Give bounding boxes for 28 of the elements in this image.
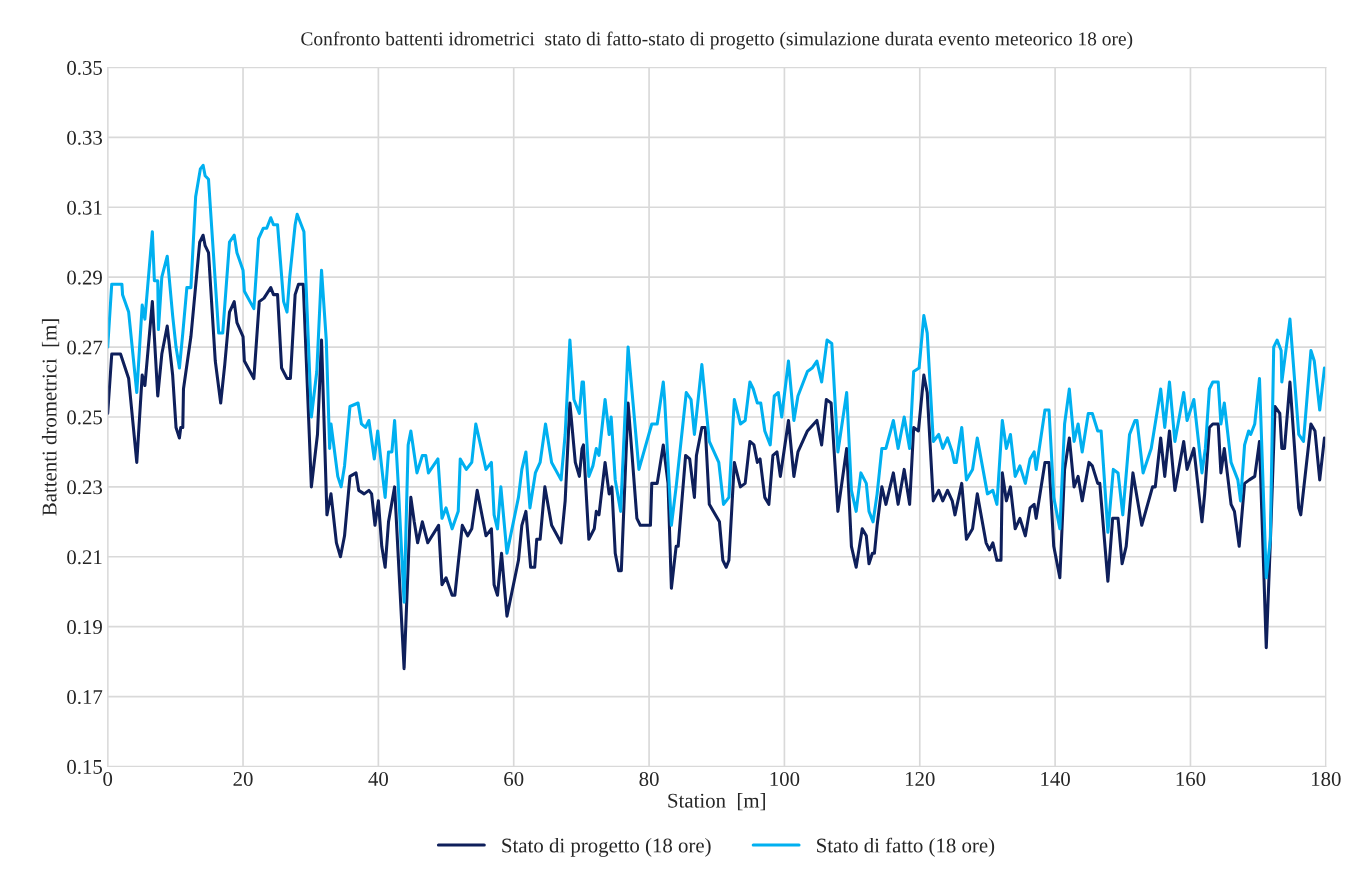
x-tick-label: 20 [233, 771, 253, 787]
x-tick-label: 40 [368, 771, 388, 787]
y-tick-label: 0.31 [67, 200, 102, 215]
x-axis-title: Station [m] [668, 793, 765, 811]
line-series [107, 233, 1326, 671]
chart-title: Confronto battenti idrometrici stato di fatto-stato di progetto (simulazione durata evento meteorico 18 ore) [301, 31, 1133, 50]
line-series [107, 163, 1326, 604]
x-tick-label: 160 [1176, 771, 1206, 787]
y-tick-label: 0.35 [67, 60, 103, 75]
y-tick-label: 0.25 [67, 410, 103, 425]
y-axis-title: Battenti drometrici [m] [41, 319, 60, 516]
x-tick-label: 180 [1312, 771, 1341, 787]
y-tick-label: 0.17 [67, 689, 103, 705]
legend-label: Stato di progetto (18 ore) [502, 837, 711, 857]
x-tick-label: 80 [639, 771, 659, 787]
x-tick-label: 0 [103, 771, 113, 787]
y-tick-label: 0.27 [67, 340, 103, 355]
y-tick-label: 0.29 [67, 270, 102, 285]
y-tick-label: 0.19 [67, 620, 102, 635]
y-tick-label: 0.33 [67, 130, 103, 145]
legend-label: Stato di fatto (18 ore) [817, 837, 995, 857]
x-tick-label: 60 [504, 771, 524, 787]
x-tick-label: 120 [905, 771, 935, 787]
y-tick-label: 0.23 [67, 480, 103, 495]
y-tick-label: 0.21 [67, 550, 102, 565]
y-tick-label: 0.15 [67, 759, 103, 775]
x-tick-label: 140 [1041, 771, 1070, 787]
x-tick-label: 100 [770, 771, 800, 787]
